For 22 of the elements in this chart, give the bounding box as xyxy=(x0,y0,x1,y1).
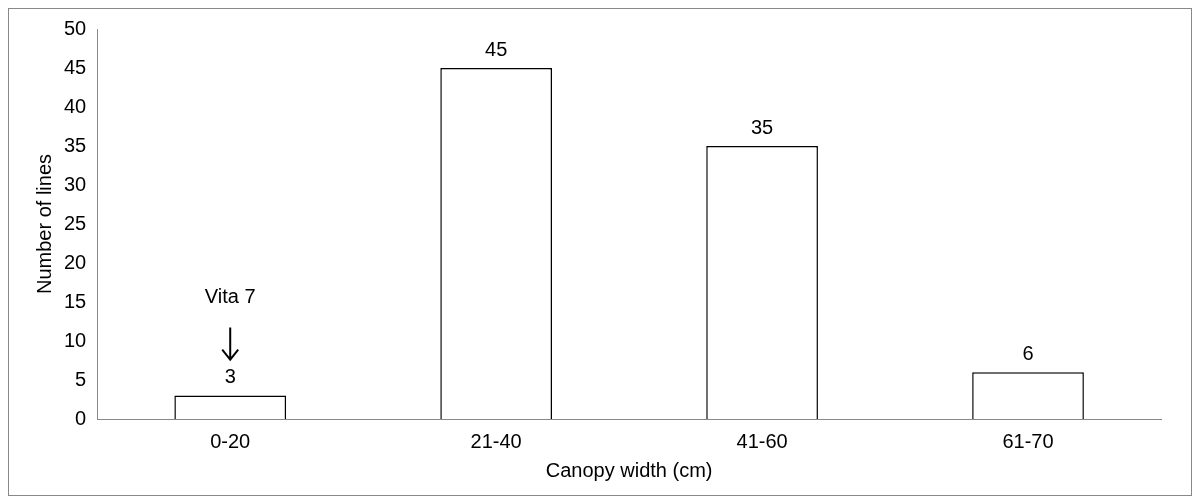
data-label: 3 xyxy=(224,365,236,388)
data-label: 35 xyxy=(750,115,774,138)
y-tick-label: 30 xyxy=(64,172,87,195)
data-label: 6 xyxy=(1022,341,1034,364)
x-axis-title: Canopy width (cm) xyxy=(545,458,713,481)
x-tick-label: 41-60 xyxy=(736,429,788,452)
x-tick-label: 61-70 xyxy=(1002,429,1054,452)
y-tick-label: 10 xyxy=(64,328,87,351)
y-tick-label: 40 xyxy=(64,94,87,117)
x-tick-label: 0-20 xyxy=(210,429,251,452)
y-axis-title: Number of lines xyxy=(32,153,55,295)
y-tick-label: 0 xyxy=(75,406,87,429)
annotation: Vita 7 xyxy=(204,285,256,308)
y-tick-label: 25 xyxy=(64,211,87,234)
y-tick-label: 15 xyxy=(64,289,87,312)
y-tick-label: 35 xyxy=(64,133,87,156)
y-tick-label: 20 xyxy=(64,250,87,273)
x-tick-label: 21-40 xyxy=(470,429,522,452)
y-tick-label: 50 xyxy=(64,16,87,39)
y-tick-label: 5 xyxy=(75,367,87,390)
y-tick-label: 45 xyxy=(64,55,87,78)
data-label: 45 xyxy=(485,37,508,60)
